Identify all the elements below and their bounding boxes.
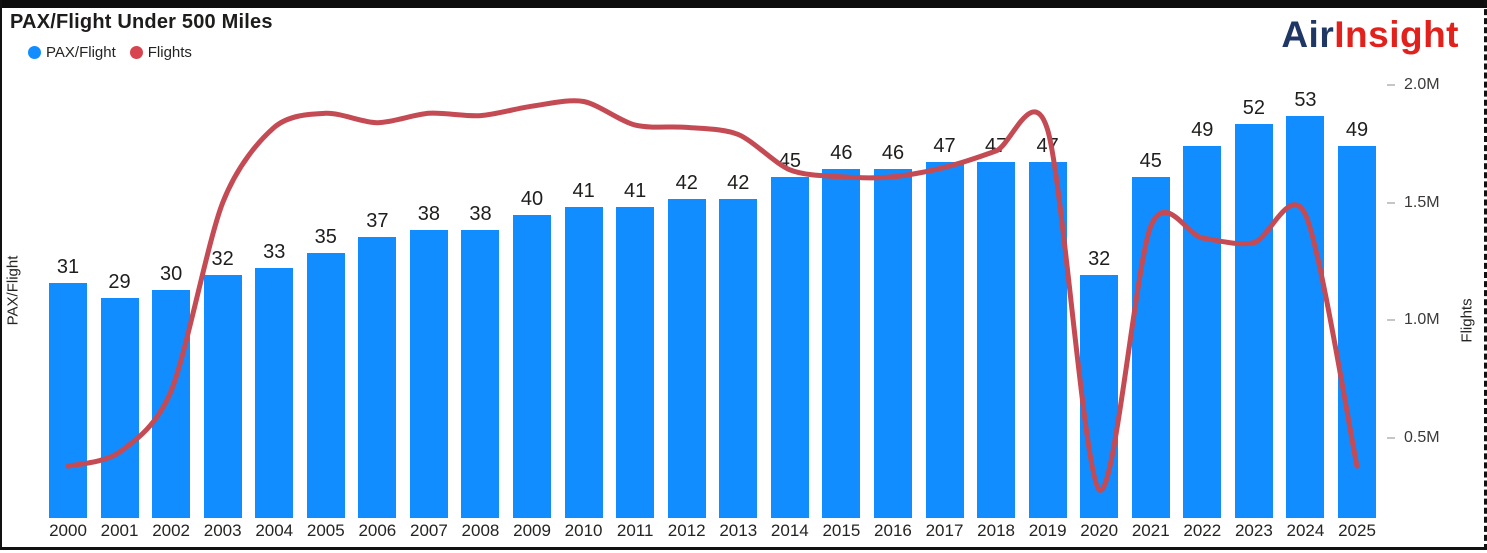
- bar-2006[interactable]: [358, 237, 397, 518]
- bar-value-label-2008: 38: [469, 202, 492, 225]
- x-axis-label-2021: 2021: [1131, 521, 1170, 540]
- bar-value-label-2013: 42: [727, 172, 750, 195]
- brand-logo: AirInsight: [1281, 14, 1459, 56]
- bar-2000[interactable]: [49, 282, 87, 518]
- x-axis-label-2018: 2018: [977, 521, 1015, 540]
- x-axis-label-2017: 2017: [925, 521, 964, 540]
- x-axis-label-2007: 2007: [409, 521, 448, 540]
- legend-item-pax-flight[interactable]: PAX/Flight: [28, 44, 116, 61]
- bar-2014[interactable]: [770, 176, 809, 518]
- legend-item-flights[interactable]: Flights: [129, 44, 192, 61]
- brand-logo-part2: Insight: [1334, 14, 1459, 55]
- bar-value-label-2024: 53: [1294, 89, 1317, 111]
- right-axis-tick-mark: [1387, 437, 1395, 439]
- x-axis-label-2002: 2002: [152, 521, 191, 540]
- bar-value-label-2025: 49: [1345, 119, 1369, 142]
- x-axis-label-2011: 2011: [616, 521, 654, 540]
- bar-2010[interactable]: [564, 207, 603, 518]
- chart-title: PAX/Flight Under 500 Miles: [10, 11, 273, 33]
- bar-2012[interactable]: [667, 199, 706, 518]
- bar-2022[interactable]: [1183, 146, 1222, 518]
- bar-2009[interactable]: [513, 214, 552, 518]
- x-axis-label-2022: 2022: [1183, 521, 1222, 540]
- bar-value-label-2004: 33: [263, 240, 286, 263]
- x-axis-label-2014: 2014: [770, 521, 809, 540]
- x-axis-label-2000: 2000: [49, 521, 87, 540]
- legend-dot: [129, 46, 143, 59]
- brand-logo-part1: Air: [1281, 14, 1335, 55]
- bar-2017[interactable]: [925, 161, 964, 518]
- bar-value-label-2022: 49: [1191, 119, 1214, 142]
- legend: PAX/Flight Flights: [28, 44, 192, 61]
- x-axis-label-2015: 2015: [822, 521, 861, 540]
- x-axis-label-2009: 2009: [513, 521, 551, 540]
- x-axis-label-2003: 2003: [203, 521, 242, 540]
- x-axis-label-2005: 2005: [306, 521, 345, 540]
- legend-dot: [28, 46, 41, 59]
- right-axis-tick-2.0M: 2.0M: [1404, 76, 1440, 94]
- bar-value-label-2020: 32: [1088, 248, 1111, 271]
- x-axis-label-2019: 2019: [1028, 521, 1067, 540]
- x-axis-label-2010: 2010: [564, 521, 603, 540]
- bar-value-label-2005: 35: [314, 225, 337, 248]
- x-axis-label-2012: 2012: [667, 521, 706, 540]
- right-axis-tick-mark: [1387, 84, 1395, 87]
- bar-value-label-2006: 37: [366, 210, 389, 233]
- x-axis-label-2013: 2013: [719, 521, 758, 540]
- bar-value-label-2003: 32: [211, 248, 234, 271]
- bar-2002[interactable]: [152, 290, 191, 518]
- bar-value-label-2012: 42: [675, 172, 698, 195]
- legend-label: Flights: [147, 44, 192, 61]
- x-axis-label-2016: 2016: [874, 521, 912, 540]
- right-axis-tick-mark: [1387, 201, 1395, 204]
- bar-2011[interactable]: [616, 207, 655, 518]
- bar-2007[interactable]: [409, 229, 448, 518]
- x-axis-label-2001: 2001: [100, 521, 139, 540]
- bar-2020[interactable]: [1080, 275, 1119, 518]
- x-axis-label-2020: 2020: [1080, 521, 1119, 540]
- bar-value-label-2007: 38: [417, 202, 441, 225]
- bar-2005[interactable]: [306, 252, 345, 518]
- x-axis-label-2006: 2006: [358, 521, 397, 540]
- right-axis-tick-1.0M: 1.0M: [1404, 311, 1440, 329]
- bar-2001[interactable]: [100, 298, 139, 518]
- x-axis-label-2024: 2024: [1286, 521, 1325, 540]
- bar-value-label-2015: 46: [830, 142, 853, 165]
- bar-2015[interactable]: [822, 169, 861, 518]
- x-axis-label-2025: 2025: [1338, 521, 1376, 540]
- bar-value-label-2017: 47: [933, 134, 956, 157]
- bar-value-label-2023: 52: [1242, 96, 1265, 119]
- bar-value-label-2021: 45: [1139, 149, 1162, 172]
- bar-2004[interactable]: [255, 267, 294, 518]
- x-axis-label-2008: 2008: [461, 521, 500, 540]
- bar-value-label-2002: 30: [159, 263, 183, 286]
- bar-value-label-2011: 41: [624, 180, 647, 203]
- right-axis-tick-0.5M: 0.5M: [1404, 429, 1440, 446]
- bar-2024[interactable]: [1286, 116, 1325, 518]
- x-axis-label-2023: 2023: [1234, 521, 1273, 540]
- right-axis-title: Flights: [1458, 298, 1476, 343]
- x-axis-label-2004: 2004: [255, 521, 294, 540]
- left-axis-title: PAX/Flight: [4, 255, 22, 326]
- bar-value-label-2000: 31: [56, 255, 80, 278]
- legend-label: PAX/Flight: [46, 44, 116, 61]
- bar-2023[interactable]: [1234, 123, 1273, 518]
- right-axis-tick-mark: [1387, 319, 1395, 322]
- right-axis-tick-1.5M: 1.5M: [1404, 193, 1440, 211]
- window-top-edge: [0, 0, 1487, 8]
- bar-value-label-2009: 40: [520, 187, 544, 210]
- bar-2016[interactable]: [873, 169, 912, 518]
- bar-value-label-2010: 41: [572, 180, 595, 203]
- bar-2013[interactable]: [719, 199, 758, 518]
- bar-2003[interactable]: [203, 275, 242, 518]
- bar-value-label-2001: 29: [108, 271, 131, 294]
- flights-line[interactable]: [65, 98, 1360, 493]
- bar-2018[interactable]: [977, 161, 1016, 518]
- bar-2008[interactable]: [461, 229, 500, 518]
- bar-value-label-2016: 46: [881, 142, 905, 165]
